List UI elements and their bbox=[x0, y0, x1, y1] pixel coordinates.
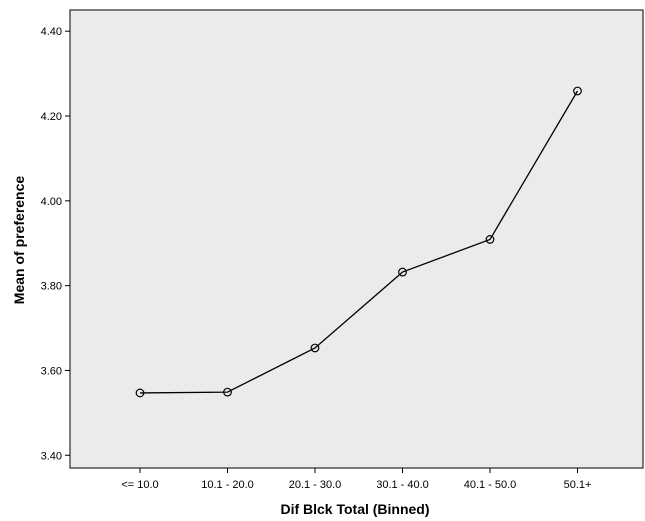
y-tick-label: 3.40 bbox=[41, 450, 62, 462]
series-line bbox=[139, 90, 579, 394]
data-point bbox=[223, 387, 232, 397]
x-tick-label: <= 10.0 bbox=[121, 479, 158, 491]
y-tick-label: 3.60 bbox=[41, 365, 62, 377]
y-tick-label: 4.20 bbox=[41, 111, 62, 123]
x-tick-label: 30.1 - 40.0 bbox=[376, 479, 429, 491]
data-point bbox=[310, 343, 320, 353]
data-point bbox=[398, 267, 407, 277]
y-tick-label: 3.80 bbox=[41, 281, 62, 293]
x-tick-label: 50.1+ bbox=[564, 479, 592, 491]
x-tick-label: 10.1 - 20.0 bbox=[201, 479, 254, 491]
x-axis-title: Dif Blck Total (Binned) bbox=[280, 501, 429, 517]
y-tick-label: 4.00 bbox=[41, 196, 62, 208]
y-axis: 3.40 3.60 3.80 4.00 4.20 4.40 bbox=[41, 26, 70, 462]
data-points bbox=[135, 86, 582, 398]
data-point bbox=[573, 86, 582, 96]
data-point bbox=[135, 388, 145, 398]
plot-area bbox=[69, 9, 644, 469]
y-axis-title: Mean of preference bbox=[11, 176, 27, 305]
x-tick-label: 40.1 - 50.0 bbox=[464, 479, 517, 491]
data-point bbox=[485, 235, 495, 244]
x-tick-label: 20.1 - 30.0 bbox=[289, 479, 342, 491]
y-tick-label: 4.40 bbox=[41, 26, 62, 38]
x-axis: <= 10.0 10.1 - 20.0 20.1 - 30.0 30.1 - 40.0… bbox=[121, 468, 591, 491]
